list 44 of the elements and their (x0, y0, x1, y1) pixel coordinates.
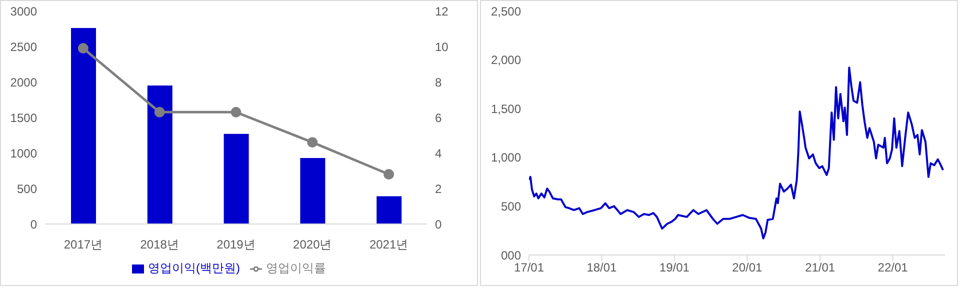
y-tick-label: 3000 (10, 4, 38, 18)
x-tick-label: 2019년 (216, 238, 256, 252)
legend-label: 영업이익률 (266, 261, 326, 275)
y-tick-label: 500 (16, 182, 38, 196)
y-tick-label: 000 (500, 248, 522, 262)
x-tick-label: 18/01 (586, 260, 618, 275)
y2-tick-label: 12 (435, 4, 449, 18)
y-tick-label: 1,500 (490, 102, 522, 116)
bar (147, 86, 172, 224)
x-tick-label: 2021년 (369, 238, 408, 252)
y2-tick-label: 4 (435, 146, 442, 160)
y2-tick-label: 0 (435, 217, 442, 232)
x-tick-label: 21/01 (805, 260, 836, 275)
y-tick-label: 2000 (10, 75, 38, 90)
x-tick-label: 17/01 (514, 260, 544, 275)
line-series (529, 66, 944, 240)
x-tick-label: 19/01 (659, 260, 690, 275)
point (154, 106, 165, 118)
point (307, 137, 318, 148)
bar (300, 158, 326, 224)
point (78, 43, 88, 54)
bar (376, 196, 402, 224)
y-tick-label: 500 (500, 199, 522, 214)
x-tick-label: 2017년 (64, 238, 103, 252)
y2-tick-label: 2 (435, 182, 442, 196)
x-tick-label: 2020년 (293, 238, 332, 252)
y2-tick-label: 6 (435, 110, 442, 125)
y2-tick-label: 8 (435, 75, 442, 90)
y2-tick-label: 10 (435, 40, 449, 54)
y-tick-label: 2500 (10, 40, 38, 54)
legend-label: 영업이익(백만원) (148, 261, 240, 275)
y-tick-label: 0 (30, 217, 38, 232)
bar (224, 134, 249, 224)
y-tick-label: 2,500 (490, 4, 522, 18)
point (384, 169, 394, 180)
bar (71, 28, 96, 224)
x-tick-label: 20/01 (732, 260, 762, 275)
y-tick-label: 1,000 (490, 150, 522, 165)
y-tick-label: 2,000 (490, 53, 522, 68)
point (230, 106, 242, 118)
y-tick-label: 1500 (10, 110, 38, 125)
x-tick-label: 22/01 (878, 260, 908, 275)
y-tick-label: 1000 (10, 146, 38, 160)
x-tick-label: 2018년 (140, 238, 179, 252)
